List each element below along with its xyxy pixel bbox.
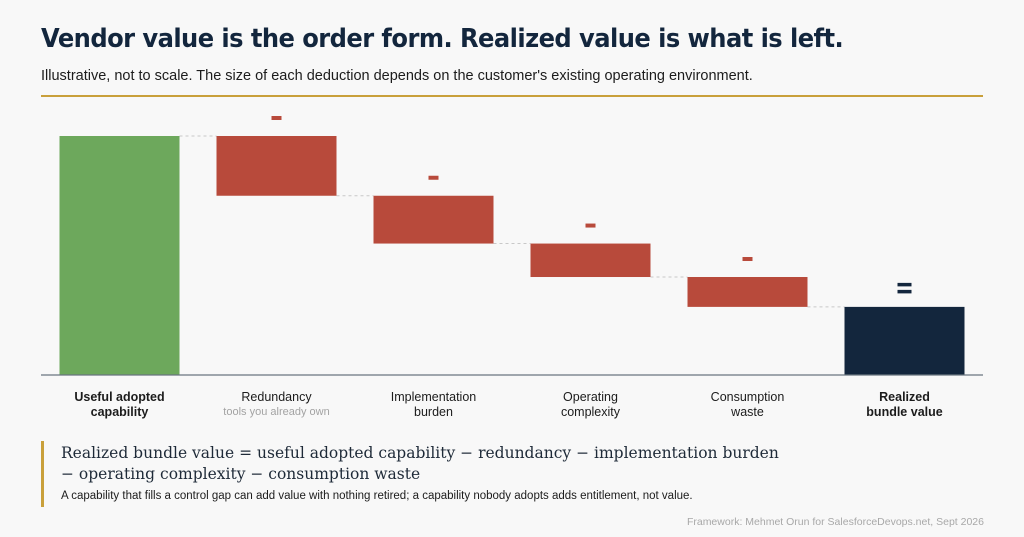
- bar-4: [687, 277, 808, 307]
- category-label-0: Useful adopted capability: [74, 390, 165, 419]
- category-label-3: Operating complexity: [560, 390, 621, 419]
- equals-sign-stroke-0: [897, 282, 912, 287]
- bar-3: [530, 243, 651, 278]
- minus-sign-3: [585, 223, 596, 228]
- minus-sign-1: [271, 116, 282, 120]
- bar-0: [59, 136, 180, 375]
- category-label-4: Consumption waste: [710, 390, 785, 419]
- category-label-2: Implementation burden: [390, 390, 477, 419]
- category-sublabel-1: tools you already own: [223, 406, 330, 418]
- formula-line-2: − operating complexity − consumption was…: [61, 465, 421, 483]
- bar-2: [373, 195, 494, 244]
- equals-sign-stroke-1: [897, 289, 912, 294]
- formula-text: Realized bundle value = useful adopted c…: [61, 443, 779, 485]
- waterfall-chart: [41, 116, 983, 376]
- bar-5: [844, 306, 965, 375]
- formula-callout: Realized bundle value = useful adopted c…: [41, 441, 779, 507]
- formula-line-1: Realized bundle value = useful adopted c…: [61, 444, 779, 462]
- credit-line: Framework: Mehmet Orun for SalesforceDev…: [686, 516, 984, 528]
- chart-subtitle: Illustrative, not to scale. The size of …: [41, 68, 753, 84]
- category-label-5: Realized bundle value: [866, 390, 943, 419]
- title-rule: [41, 95, 983, 97]
- footnote: A capability that fills a control gap ca…: [61, 490, 693, 502]
- minus-sign-4: [742, 257, 753, 262]
- chart-title: Vendor value is the order form. Realized…: [41, 24, 844, 54]
- category-label-1: Redundancy tools you already own: [202, 390, 352, 420]
- bar-1: [216, 136, 337, 196]
- minus-sign-2: [428, 175, 439, 180]
